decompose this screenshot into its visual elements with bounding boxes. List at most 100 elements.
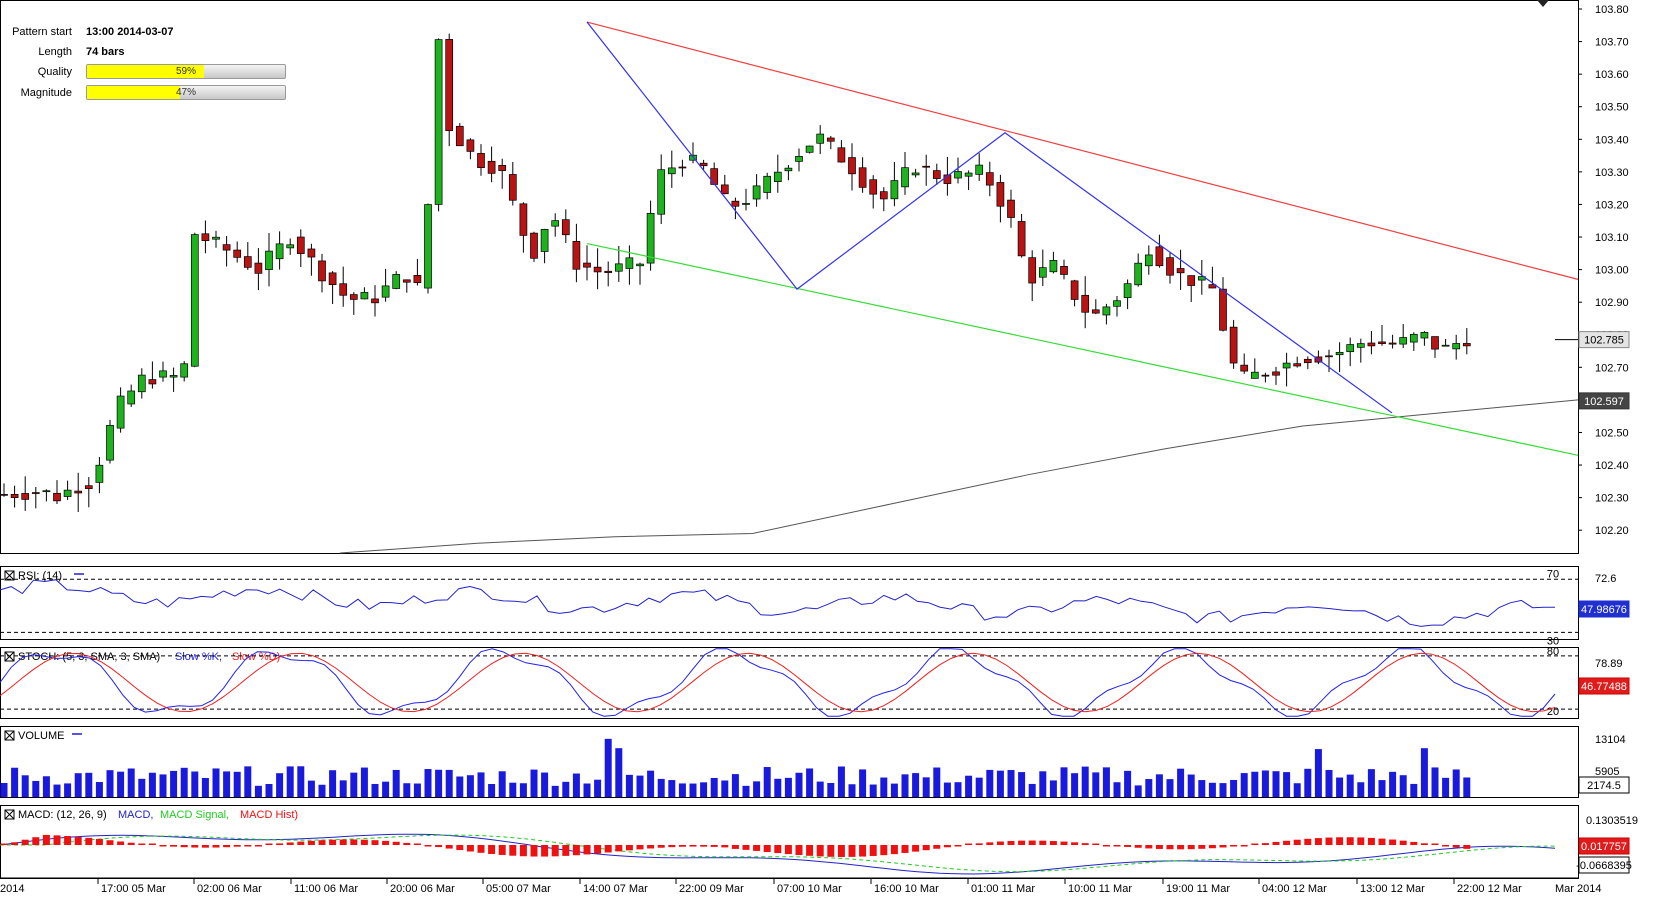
macd-hist-bar xyxy=(668,845,676,848)
volume-bar xyxy=(859,769,867,797)
candle xyxy=(1123,279,1132,310)
candle xyxy=(784,164,793,181)
candle-body xyxy=(402,279,411,283)
stoch-current-flag-text: 46.77488 xyxy=(1581,681,1627,693)
volume-bar xyxy=(965,775,973,797)
volume-bar xyxy=(837,766,845,797)
volume-bar xyxy=(32,780,40,797)
candle xyxy=(434,38,443,212)
candle-body xyxy=(530,232,538,259)
macd-hist-bar xyxy=(477,845,485,853)
candle-body xyxy=(31,492,40,494)
scroll-down-arrow-icon[interactable] xyxy=(1537,0,1549,7)
candle-body xyxy=(53,492,61,502)
candle xyxy=(752,174,761,207)
candle-body xyxy=(1346,344,1355,353)
candle-body xyxy=(540,229,549,252)
stoch-current-flag-box xyxy=(1578,677,1630,695)
volume-bar xyxy=(392,769,400,797)
candle xyxy=(53,480,61,504)
candle-body xyxy=(1388,342,1397,345)
macd-hist-bar xyxy=(1134,845,1142,848)
macd-hist-bar xyxy=(625,845,633,851)
macd-hist-bar xyxy=(276,843,284,845)
macd-hist-bar xyxy=(986,842,994,845)
x-tick-label: 14:00 07 Mar xyxy=(583,883,648,895)
x-tick-label: 02:00 06 Mar xyxy=(197,883,262,895)
macd-panel-close-icon-x2 xyxy=(4,809,15,820)
candle xyxy=(498,158,507,189)
macd-hist-bar xyxy=(339,839,347,845)
candle xyxy=(848,143,856,191)
macd-hist-bar xyxy=(1431,843,1439,845)
macd-hist-bar xyxy=(180,845,188,848)
candle-body xyxy=(1134,262,1143,286)
candle xyxy=(1081,276,1090,329)
macd-hist-bar xyxy=(901,845,909,853)
candle xyxy=(773,154,782,193)
macd-hist-bar xyxy=(307,840,315,845)
volume-bar xyxy=(1028,783,1036,797)
candle xyxy=(63,480,72,500)
macd-hist-bar xyxy=(1389,839,1397,845)
macd-hist-bar xyxy=(975,843,983,845)
candle-body xyxy=(1420,332,1429,339)
x-tick-label: 07:00 10 Mar xyxy=(777,883,842,895)
stoch-legend-k: Slow %K, xyxy=(175,651,222,663)
candle-body xyxy=(816,133,825,144)
macd-hist-bar xyxy=(466,845,474,852)
candle-body xyxy=(0,494,8,496)
volume-bar xyxy=(1198,780,1206,797)
macd-hist-bar xyxy=(233,845,241,847)
volume-bar xyxy=(1071,773,1079,797)
volume-bar xyxy=(1314,749,1322,797)
volume-bar xyxy=(1410,783,1418,797)
volume-bar xyxy=(848,784,856,797)
candle-body xyxy=(1367,342,1376,347)
macd-hist-bar xyxy=(127,842,135,845)
candle xyxy=(466,138,475,160)
candle xyxy=(551,213,560,237)
candle-body xyxy=(180,363,189,378)
candle xyxy=(614,245,623,282)
candle xyxy=(95,457,104,494)
x-tick-label: 11:00 06 Mar xyxy=(294,883,358,895)
macd-hist-bar xyxy=(710,845,718,847)
candle-body xyxy=(932,170,941,179)
candle xyxy=(127,384,136,407)
candle-body xyxy=(1113,300,1121,307)
stoch-title: STOCH: (5, 3, SMA, 3, SMA) xyxy=(18,651,160,663)
volume-bar xyxy=(901,774,909,797)
macd-hist-bar xyxy=(106,840,114,845)
volume-bar xyxy=(1113,782,1121,797)
macd-hist-bar xyxy=(64,836,72,845)
candle-body xyxy=(964,172,973,177)
volume-bar xyxy=(191,771,199,797)
volume-bar xyxy=(551,785,559,797)
candle-body xyxy=(742,203,750,205)
volume-bar xyxy=(1060,767,1068,797)
macd-hist-bar xyxy=(572,845,580,856)
magnitude-label: Magnitude xyxy=(20,87,72,99)
macd-hist-bar xyxy=(774,845,782,854)
macd-hist-bar xyxy=(943,845,951,848)
macd-legend-hist: MACD Hist) xyxy=(240,809,298,821)
candle-body xyxy=(1176,268,1185,274)
price-tick-label: 102.20 xyxy=(1595,525,1629,537)
volume-bar xyxy=(1155,774,1163,797)
candle-body xyxy=(1272,371,1280,376)
candle-body xyxy=(445,39,454,132)
macd-hist-bar xyxy=(1007,840,1015,845)
candle xyxy=(646,200,655,271)
volume-bar xyxy=(1357,782,1365,797)
volume-bar xyxy=(774,778,782,797)
macd-hist-bar xyxy=(700,845,708,847)
volume-bar xyxy=(912,773,920,797)
volume-bar xyxy=(710,777,718,797)
candle-body xyxy=(858,167,867,188)
candle-body xyxy=(307,248,316,258)
candle xyxy=(1378,324,1386,346)
ma-price-flag-box xyxy=(1578,392,1630,410)
candle xyxy=(1038,249,1047,286)
candle-body xyxy=(455,125,464,147)
